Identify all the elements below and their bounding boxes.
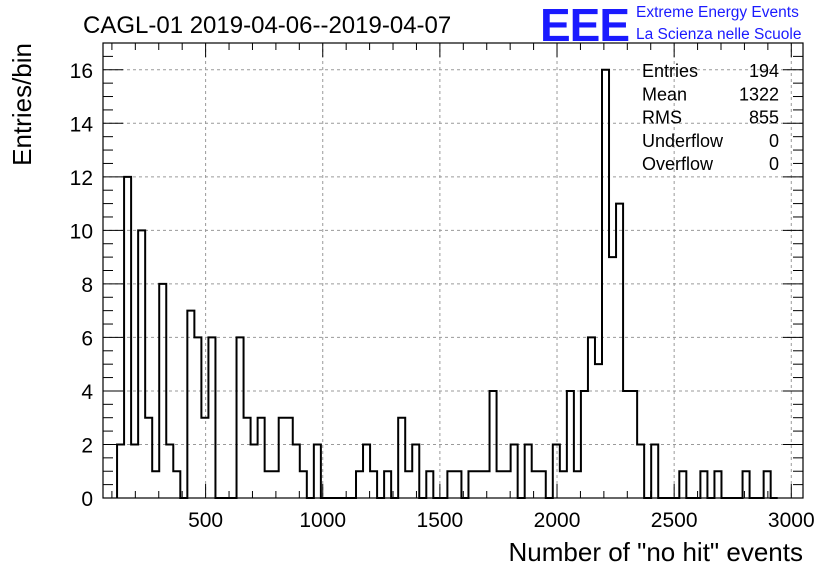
stats-value: 855 (749, 108, 779, 128)
logo-line-2: La Scienza nelle Scuole (636, 26, 801, 43)
y-tick-label: 12 (70, 167, 93, 190)
logo-line-1: Extreme Energy Events (636, 4, 799, 21)
stats-label: Overflow (642, 154, 714, 174)
stats-label: Entries (642, 61, 698, 81)
axis-ticks (103, 42, 803, 499)
x-tick-label: 1500 (417, 509, 464, 532)
y-tick-label: 0 (81, 488, 93, 511)
y-tick-labels: 0 2 4 6 8 10 12 14 16 (70, 60, 94, 511)
eee-logo-mark: EEE (540, 0, 629, 51)
stats-box: Entries 194 Mean 1322 RMS 855 Underflow 0 Overfl… (642, 61, 779, 174)
y-tick-label: 4 (81, 381, 93, 404)
chart-title: CAGL-01 2019-04-06--2019-04-07 (83, 12, 451, 39)
x-tick-labels: 500 1000 1500 2000 2500 3000 (188, 509, 815, 532)
x-tick-label: 2000 (534, 509, 581, 532)
x-tick-label: 3000 (768, 509, 815, 532)
eee-logo: EEE Extreme Energy Events La Scienza nel… (540, 0, 801, 51)
y-tick-label: 16 (70, 60, 93, 83)
x-tick-label: 1000 (299, 509, 346, 532)
y-tick-label: 6 (81, 327, 93, 350)
plot-frame (102, 42, 804, 499)
stats-value: 194 (749, 61, 779, 81)
x-tick-label: 2500 (651, 509, 698, 532)
stats-value: 1322 (739, 84, 779, 104)
y-tick-label: 14 (70, 113, 94, 136)
histogram-outline (116, 68, 778, 499)
y-tick-label: 2 (81, 434, 93, 457)
stats-label: RMS (642, 108, 682, 128)
grid-lines (103, 43, 803, 498)
x-axis-title: Number of "no hit" events (509, 537, 804, 567)
y-axis-title: Entries/bin (7, 43, 37, 166)
stats-value: 0 (769, 154, 779, 174)
y-tick-label: 8 (81, 274, 93, 297)
x-tick-label: 500 (188, 509, 223, 532)
y-tick-label: 10 (70, 220, 93, 243)
stats-label: Underflow (642, 131, 724, 151)
stats-value: 0 (769, 131, 779, 151)
stats-label: Mean (642, 84, 687, 104)
